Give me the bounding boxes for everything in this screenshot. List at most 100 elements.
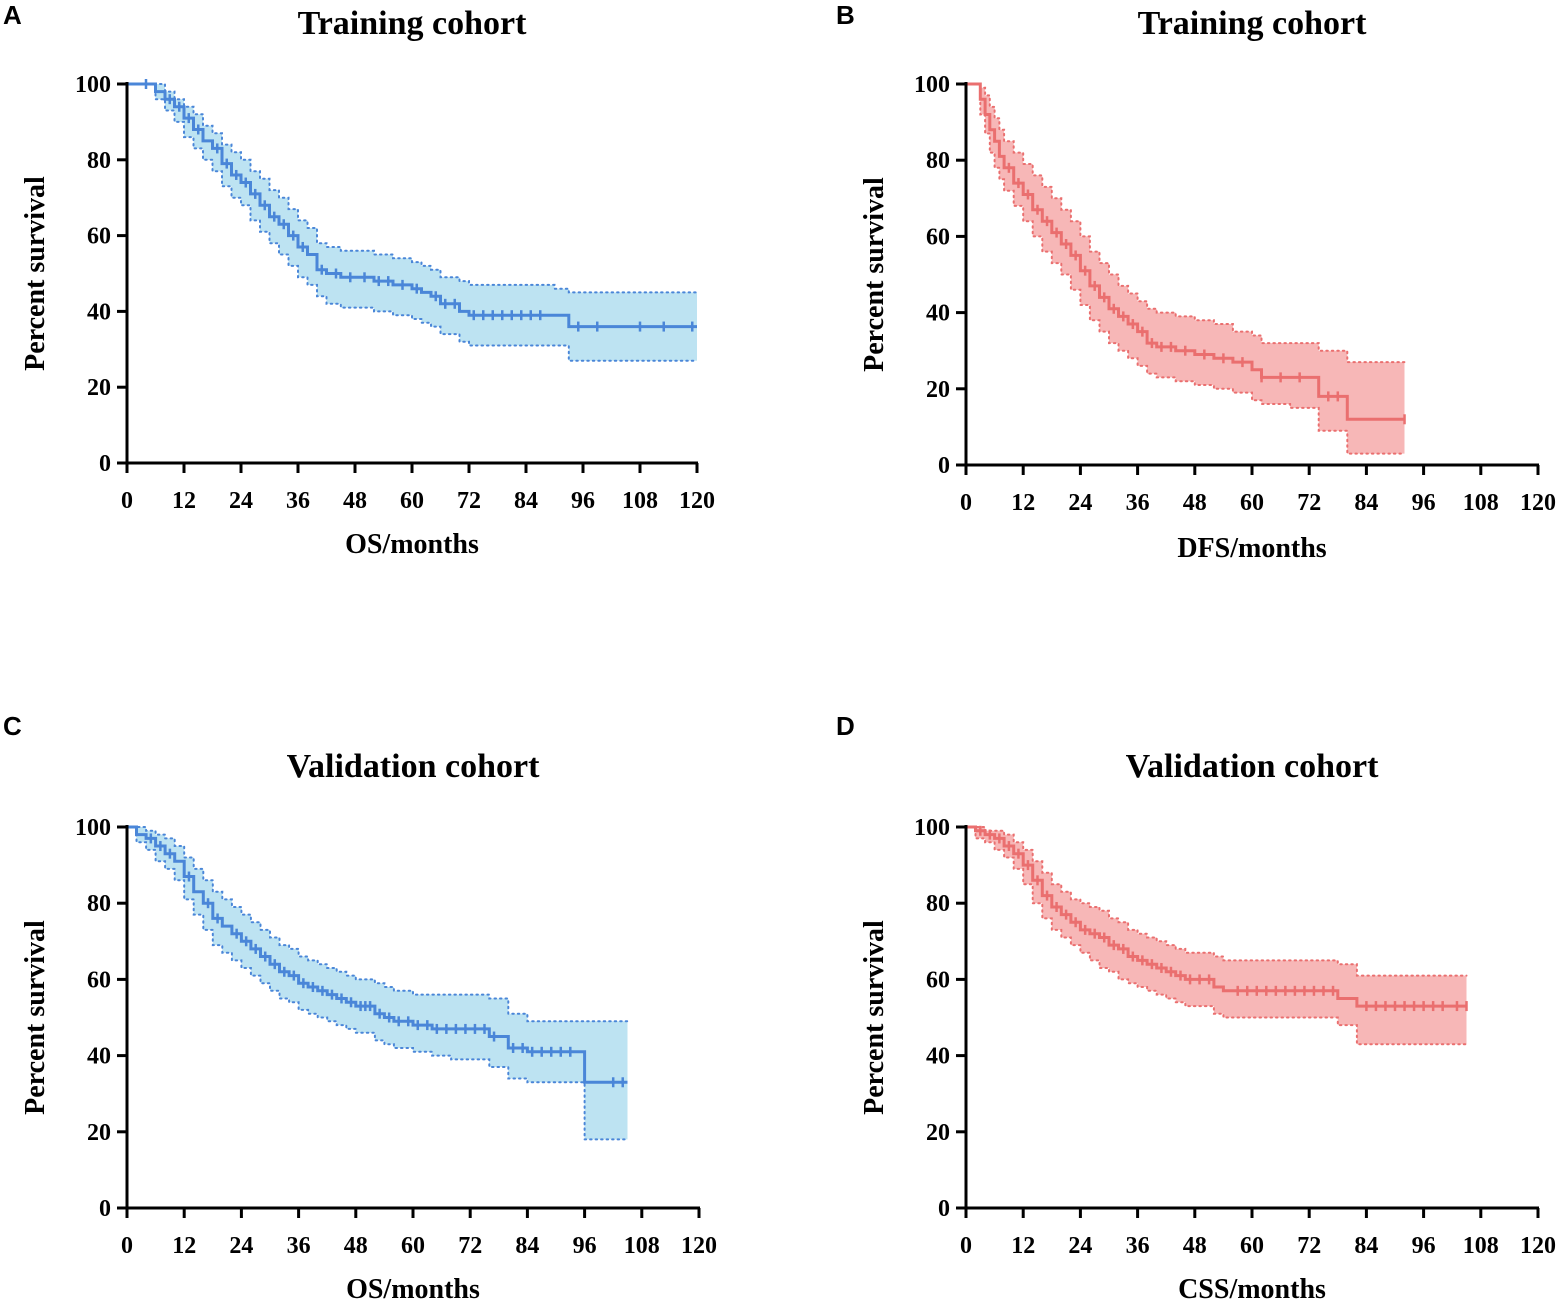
x-tick-label: 96	[1412, 490, 1436, 516]
x-tick-label: 84	[515, 1233, 539, 1259]
x-tick-label: 48	[1183, 490, 1207, 516]
lower-ci-line	[126, 83, 698, 362]
confidence-band	[127, 84, 697, 361]
y-tick-label: 80	[926, 148, 950, 174]
panel-letter: B	[836, 0, 855, 30]
x-tick-label: 120	[1520, 1233, 1556, 1259]
x-axis-label: DFS/months	[1177, 533, 1326, 564]
y-tick-label: 100	[75, 815, 111, 841]
y-tick-label: 80	[87, 891, 111, 917]
panel-b: 0 12 24 36 48 60 72 84 96 108 120 0 20 40 60 80 100 Train…	[836, 0, 1556, 564]
x-tick-label: 108	[1463, 1233, 1499, 1259]
confidence-band	[966, 84, 1405, 454]
y-tick-label: 0	[99, 1196, 111, 1222]
x-tick-label: 120	[681, 1233, 717, 1259]
y-tick-label: 0	[938, 1196, 950, 1222]
y-tick-label: 40	[926, 301, 950, 327]
x-tick-label: 120	[1520, 490, 1556, 516]
chart-title: Validation cohort	[287, 748, 541, 785]
survival-curve	[127, 825, 628, 1084]
y-tick-label: 0	[99, 451, 111, 477]
x-tick-label: 12	[1011, 1233, 1035, 1259]
panel-letter: D	[836, 711, 855, 741]
x-tick-label: 96	[1412, 1233, 1436, 1259]
survival-curve	[966, 825, 1467, 1008]
y-axis-label: Percent survival	[20, 920, 51, 1115]
y-tick-label: 80	[926, 891, 950, 917]
x-tick-label: 36	[1126, 1233, 1150, 1259]
x-tick-label: 12	[172, 488, 196, 514]
x-axis-label: OS/months	[345, 529, 479, 560]
panel-a: 0 12 24 36 48 60 72 84 96 108 120 0 20 40 60 80 100 Train…	[3, 0, 715, 560]
x-tick-label: 108	[622, 488, 658, 514]
y-tick-label: 60	[926, 967, 950, 993]
lower-ci-line	[965, 826, 1468, 1046]
chart-title: Training cohort	[1138, 5, 1368, 42]
x-tick-label: 60	[401, 1233, 425, 1259]
upper-ci-line	[965, 826, 1468, 977]
x-tick-label: 72	[457, 488, 481, 514]
y-tick-label: 60	[926, 224, 950, 250]
upper-ci-line	[126, 826, 629, 1023]
y-axis-label: Percent survival	[859, 177, 890, 372]
y-tick-label: 60	[87, 224, 111, 250]
lower-ci-line	[965, 83, 1406, 455]
x-tick-label: 24	[1068, 1233, 1092, 1259]
y-tick-label: 40	[87, 1044, 111, 1070]
panel-c: 0 12 24 36 48 60 72 84 96 108 120 0 20 40 60 80 100 Valid…	[3, 711, 717, 1301]
x-tick-label: 0	[121, 1233, 133, 1259]
y-tick-label: 0	[938, 453, 950, 479]
x-tick-label: 72	[1297, 490, 1321, 516]
y-tick-label: 40	[926, 1044, 950, 1070]
x-tick-label: 108	[624, 1233, 660, 1259]
y-tick-label: 60	[87, 967, 111, 993]
x-tick-label: 72	[458, 1233, 482, 1259]
x-tick-label: 0	[960, 490, 972, 516]
x-tick-label: 48	[343, 488, 367, 514]
upper-ci-line	[126, 83, 698, 294]
x-axis-label: OS/months	[346, 1274, 480, 1301]
y-tick-label: 20	[926, 1120, 950, 1146]
confidence-band	[966, 827, 1467, 1045]
y-axis-label: Percent survival	[20, 176, 51, 371]
y-tick-label: 100	[914, 815, 950, 841]
x-tick-label: 96	[573, 1233, 597, 1259]
x-tick-label: 12	[1011, 490, 1035, 516]
panel-letter: C	[3, 711, 22, 741]
x-tick-label: 36	[286, 488, 310, 514]
x-tick-label: 60	[1240, 1233, 1264, 1259]
upper-ci-line	[965, 83, 1406, 364]
x-tick-label: 0	[121, 488, 133, 514]
y-tick-label: 20	[87, 1120, 111, 1146]
x-tick-label: 48	[1183, 1233, 1207, 1259]
panel-d: 0 12 24 36 48 60 72 84 96 108 120 0 20 40 60 80 100 Valid…	[836, 711, 1556, 1301]
x-tick-label: 84	[514, 488, 538, 514]
y-tick-label: 100	[75, 72, 111, 98]
x-tick-label: 36	[1126, 490, 1150, 516]
y-tick-label: 20	[87, 375, 111, 401]
x-tick-label: 60	[400, 488, 424, 514]
x-tick-label: 84	[1354, 1233, 1378, 1259]
y-tick-label: 100	[914, 72, 950, 98]
chart-title: Validation cohort	[1126, 748, 1380, 785]
y-tick-label: 80	[87, 148, 111, 174]
chart-title: Training cohort	[298, 5, 528, 42]
x-tick-label: 24	[229, 1233, 253, 1259]
lower-ci-line	[126, 826, 629, 1141]
x-tick-label: 24	[1068, 490, 1092, 516]
x-tick-label: 12	[172, 1233, 196, 1259]
x-tick-label: 0	[960, 1233, 972, 1259]
y-tick-label: 40	[87, 299, 111, 325]
x-tick-label: 120	[679, 488, 715, 514]
x-axis-label: CSS/months	[1178, 1274, 1326, 1301]
panel-letter: A	[3, 0, 22, 30]
x-tick-label: 84	[1354, 490, 1378, 516]
x-tick-label: 48	[344, 1233, 368, 1259]
x-tick-label: 36	[287, 1233, 311, 1259]
x-tick-label: 108	[1463, 490, 1499, 516]
y-tick-label: 20	[926, 377, 950, 403]
y-axis-label: Percent survival	[859, 920, 890, 1115]
x-tick-label: 96	[571, 488, 595, 514]
x-tick-label: 24	[229, 488, 253, 514]
